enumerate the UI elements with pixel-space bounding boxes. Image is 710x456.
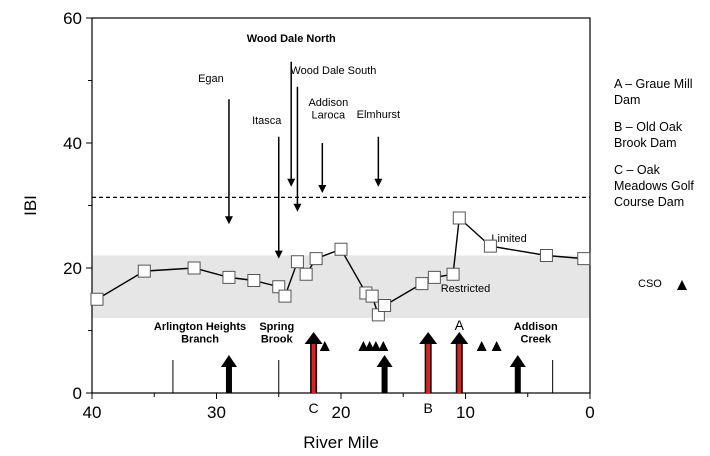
cso-marker-6	[491, 341, 502, 351]
series-point	[137, 264, 151, 278]
dam-note-c: C – Oak Meadows Golf Course Dam	[614, 163, 694, 209]
x-tick-label-4: 0	[585, 403, 594, 422]
series-point	[365, 289, 379, 303]
y-tick-label-2: 40	[63, 134, 82, 153]
annotation-label-3: Wood Dale South	[290, 65, 376, 77]
cso-marker-5	[476, 341, 487, 351]
x-tick-label-1: 30	[207, 403, 226, 422]
annotation-layer: Egan Itasca Wood Dale North Wood Dale South…	[198, 33, 400, 259]
annotation-label-2: Wood Dale North	[247, 33, 336, 45]
restricted-label: Restricted	[441, 283, 491, 295]
reference-lines: Limited Restricted	[92, 196, 590, 295]
dam-note-b: B – Old Oak Brook Dam	[614, 120, 683, 150]
dam-letter-B: B	[423, 400, 432, 416]
dam-arrow-B-head	[419, 332, 438, 344]
y-tick-label-1: 20	[63, 259, 82, 278]
x-tick-label-0: 40	[83, 403, 102, 422]
annotation-arrow-5	[374, 136, 383, 187]
cso-legend-marker	[677, 280, 687, 290]
series-point	[577, 252, 591, 266]
series-point	[415, 277, 429, 291]
small-arrow-0-head	[220, 355, 237, 367]
axis-labels: 40 30 20 10 0 0 20 40 60 River Mile IBI	[21, 9, 595, 452]
annotation-arrow-0	[224, 99, 233, 225]
annotation-arrow-1-head	[274, 250, 283, 259]
annotation-label-5: Elmhurst	[357, 109, 400, 121]
annotation-arrow-4	[318, 143, 327, 193]
small-arrow-1	[376, 355, 393, 393]
series-point	[483, 239, 497, 253]
bottom-markers: Arlington Heights Branch Spring Brook Addiso…	[154, 280, 687, 416]
tributary-label-2: Addison Creek	[514, 321, 558, 346]
dam-letter-A: A	[455, 317, 465, 333]
dam-arrow-B	[419, 332, 438, 393]
series-point	[334, 242, 348, 256]
y-axis-label: IBI	[21, 195, 40, 216]
annotation-arrow-3	[293, 86, 302, 212]
dam-letter-C: C	[309, 400, 319, 416]
annotation-arrow-0-head	[224, 216, 233, 225]
y-tick-label-3: 60	[63, 9, 82, 28]
y-tick-label-0: 0	[73, 384, 82, 403]
restricted-band	[92, 255, 590, 318]
x-axis-label: River Mile	[303, 433, 379, 452]
series-point	[299, 267, 313, 281]
series-layer	[90, 211, 591, 322]
series-point	[378, 299, 392, 312]
frame-layer	[86, 17, 591, 399]
small-arrow-1-head	[376, 355, 393, 367]
small-arrow-2-head	[509, 355, 526, 367]
cso-marker-4	[378, 341, 389, 351]
series-point	[290, 255, 304, 269]
x-tick-label-2: 20	[332, 403, 351, 422]
annotation-arrow-2	[287, 61, 296, 187]
series-point	[446, 267, 460, 281]
cso-legend-label: CSO	[638, 278, 662, 290]
series-point	[309, 252, 323, 266]
small-arrow-0	[220, 355, 237, 393]
annotation-arrow-4-head	[318, 185, 327, 193]
series-point	[187, 261, 201, 275]
cso-marker-3	[370, 341, 381, 351]
tributary-label-0: Arlington Heights Branch	[154, 321, 246, 346]
dam-note-a: A – Graue Mill Dam	[614, 77, 693, 107]
series-point	[539, 249, 553, 262]
series-point	[247, 274, 261, 287]
series-point	[452, 211, 466, 225]
dam-arrow-A-head	[450, 332, 469, 344]
series-point	[90, 292, 104, 306]
annotation-arrow-3-head	[293, 203, 302, 212]
annotation-arrow-5-head	[374, 178, 383, 187]
tributary-label-1: Spring Brook	[259, 321, 294, 346]
dam-arrow-A	[450, 332, 469, 393]
series-line	[96, 216, 584, 317]
limited-label: Limited	[491, 233, 526, 245]
annotation-arrow-2-head	[287, 178, 296, 187]
dam-arrow-C	[304, 332, 323, 393]
cso-marker-0	[319, 341, 330, 351]
annotation-arrow-1	[274, 136, 283, 259]
series-point	[427, 270, 441, 284]
annotation-label-4: Addison Laroca	[308, 97, 348, 122]
dam-arrow-C-head	[304, 332, 323, 344]
small-arrow-2	[509, 355, 526, 393]
series-point	[278, 289, 292, 303]
series-point	[222, 270, 236, 284]
annotation-label-1: Itasca	[252, 115, 282, 127]
x-tick-label-3: 10	[456, 403, 475, 422]
annotation-label-0: Egan	[198, 73, 224, 85]
band-layer	[92, 255, 590, 318]
